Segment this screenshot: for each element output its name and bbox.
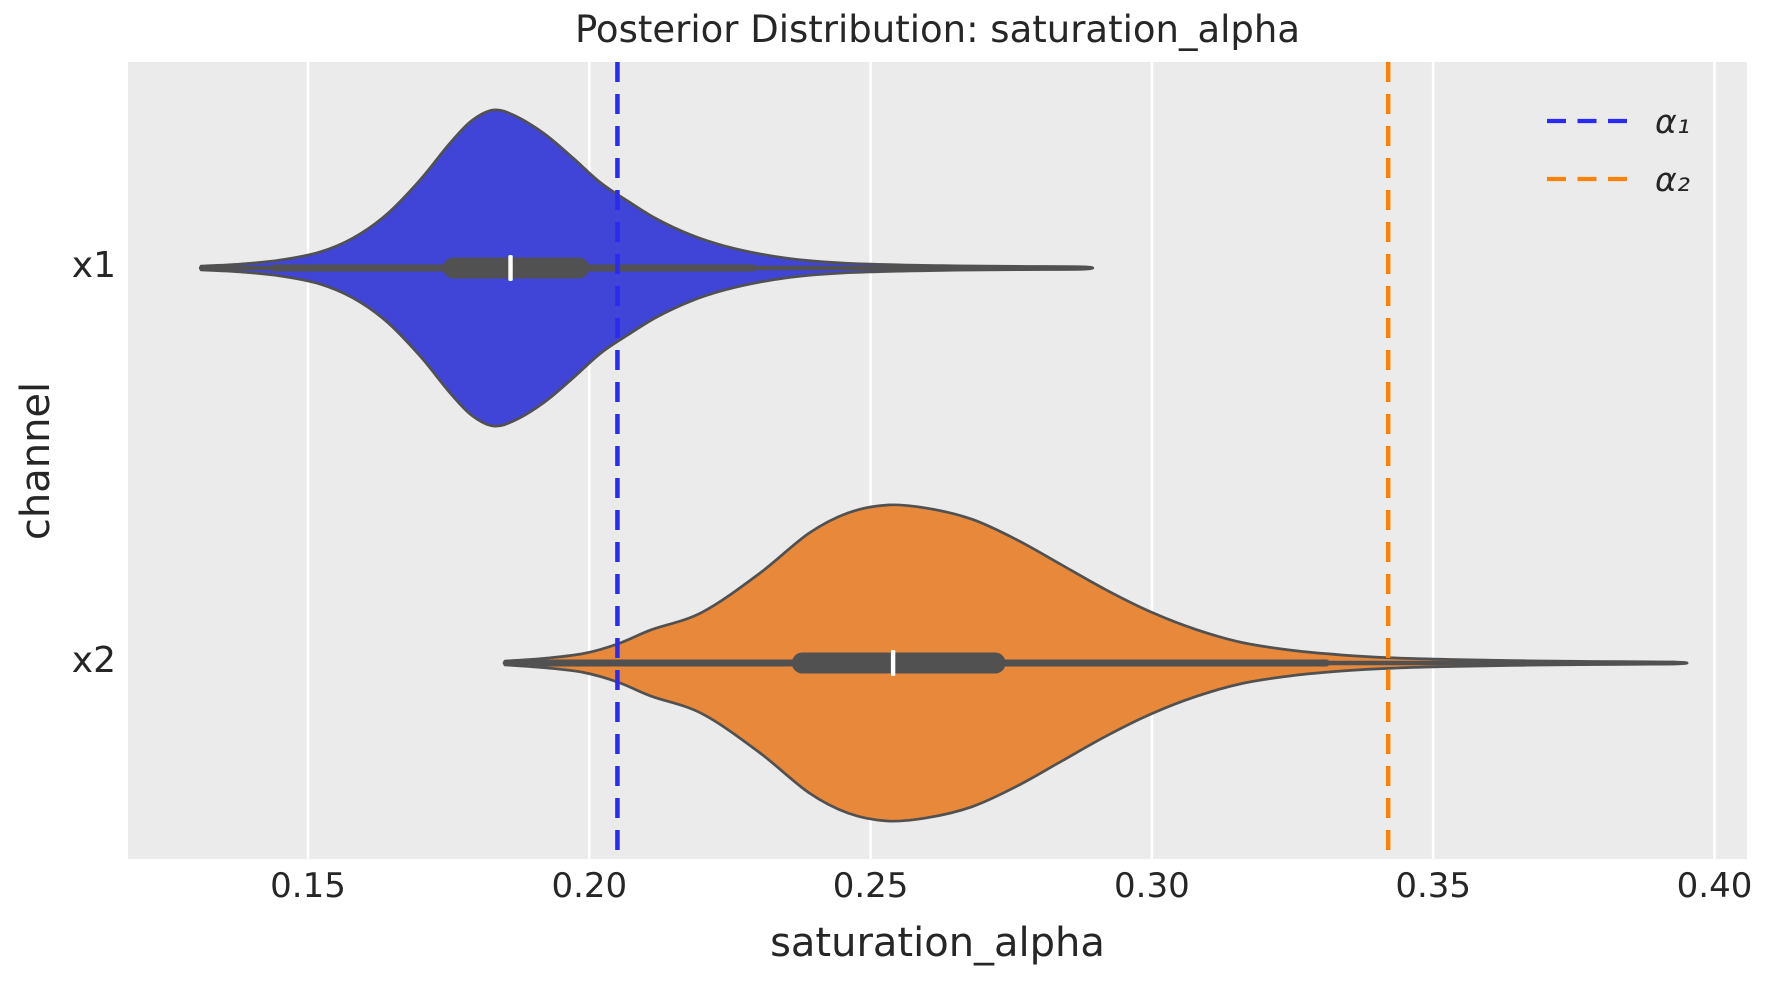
x-tick-label-0.35: 0.35 — [1395, 866, 1472, 906]
legend-dash-alpha1-icon — [1547, 118, 1629, 124]
violin-x2-iqr-box — [791, 652, 1006, 674]
x-tick-label-0.20: 0.20 — [551, 866, 628, 906]
legend-entry-alpha2: α₂ — [1545, 154, 1690, 204]
x-tick-label-0.40: 0.40 — [1676, 866, 1753, 906]
violin-x1-iqr-box — [443, 257, 590, 279]
x-tick-label-0.30: 0.30 — [1114, 866, 1190, 906]
y-tick-label-x1: x1 — [71, 245, 116, 286]
x-axis-label: saturation_alpha — [770, 920, 1105, 966]
violin-x2-median-tick — [890, 650, 896, 676]
legend: α₁ α₂ — [1545, 96, 1690, 212]
chart-title: Posterior Distribution: saturation_alpha — [574, 8, 1301, 51]
x-tick-label-0.15: 0.15 — [270, 866, 346, 906]
x-tick-label-0.25: 0.25 — [832, 866, 909, 906]
y-tick-label-x2: x2 — [71, 640, 116, 681]
legend-entry-alpha1: α₁ — [1545, 96, 1690, 146]
legend-label-alpha1: α₁ — [1655, 101, 1690, 141]
violin-x1-median-tick — [508, 255, 513, 281]
legend-label-alpha2: α₂ — [1655, 159, 1690, 199]
legend-dash-alpha2-icon — [1547, 176, 1629, 182]
